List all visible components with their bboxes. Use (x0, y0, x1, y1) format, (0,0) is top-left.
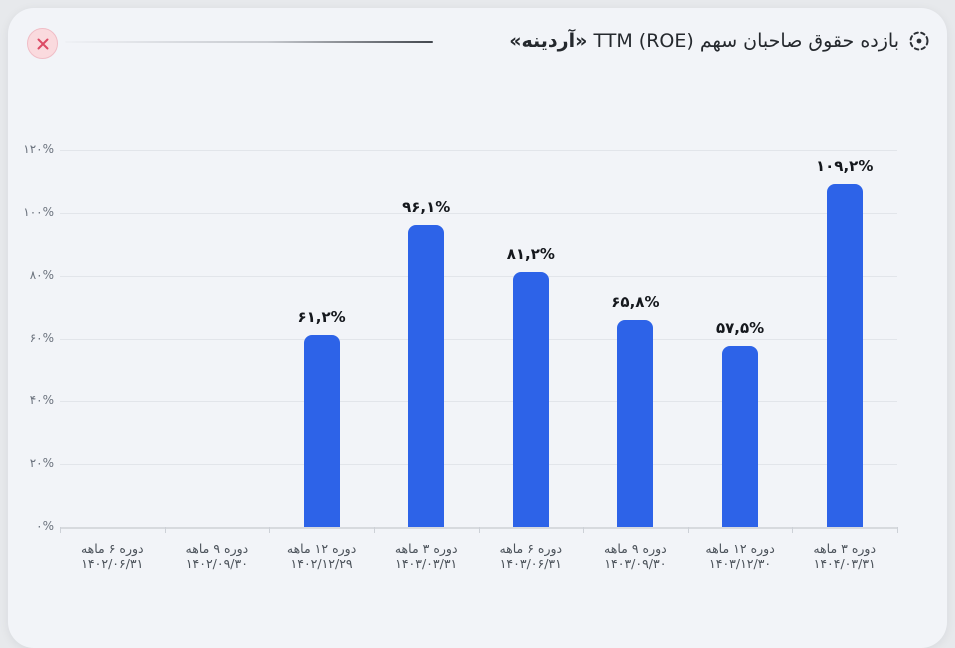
bar-value-label: ۱۰۹,۲% (816, 156, 874, 175)
x-axis-label-period: دوره ۱۲ ماهه (286, 541, 357, 556)
x-axis-label-date: ۱۴۰۳/۱۲/۳۰ (709, 556, 772, 571)
x-axis-tick (60, 527, 61, 533)
x-axis-label: دوره ۶ ماهه ۱۴۰۳/۰۶/۳۱ (478, 541, 584, 571)
y-grid-line (60, 338, 897, 340)
x-axis-label: دوره ۹ ماهه ۱۴۰۲/۰۹/۳۰ (164, 541, 270, 571)
chart-title: بازده حقوق صاحبان سهم TTM (ROE) «آردینه» (509, 30, 899, 52)
x-axis-tick (897, 527, 898, 533)
x-axis-label-date: ۱۴۰۲/۰۹/۳۰ (185, 556, 248, 571)
bar-value-label: ۹۶,۱% (402, 198, 451, 217)
x-axis-label-date: ۱۴۰۲/۰۶/۳۱ (81, 556, 144, 571)
y-grid-line (60, 275, 897, 277)
bar[interactable] (303, 334, 340, 527)
x-axis-tick (269, 527, 271, 533)
x-axis-tick (478, 527, 480, 533)
bar-value-label: ۶۱,۲% (297, 307, 346, 326)
x-axis-label-period: دوره ۹ ماهه (604, 541, 667, 556)
y-axis-label: ۲۰% (29, 456, 54, 471)
roe-bar-chart: ۰% ۲۰% ۴۰% ۶۰% ۸۰% ۱۰۰% ۱۲۰% دوره ۶ ماهه ۱۴۰۲/۰۶… (8, 8, 947, 648)
y-grid-line (60, 401, 897, 403)
header-separator (65, 41, 433, 43)
y-grid-line (60, 464, 897, 466)
close-icon (36, 37, 50, 51)
x-axis-label-date: ۱۴۰۲/۱۲/۲۹ (290, 556, 353, 571)
x-axis-tick (687, 527, 689, 533)
bar[interactable] (512, 271, 549, 527)
y-axis-label: ۱۰۰% (23, 204, 54, 219)
x-axis-label-date: ۱۴۰۴/۰۳/۳۱ (813, 556, 876, 571)
x-axis-label: دوره ۳ ماهه ۱۴۰۳/۰۳/۳۱ (373, 541, 479, 571)
bar-value-label: ۶۵,۸% (611, 293, 660, 312)
y-axis-label: ۸۰% (29, 267, 54, 282)
x-axis-label: دوره ۶ ماهه ۱۴۰۲/۰۶/۳۱ (59, 541, 165, 571)
x-axis-label-period: دوره ۳ ماهه (394, 541, 458, 556)
bar[interactable] (722, 346, 759, 527)
x-axis-label-period: دوره ۶ ماهه (80, 541, 144, 556)
x-axis-label-period: دوره ۹ ماهه (185, 541, 249, 556)
x-axis-label-period: دوره ۱۲ ماهه (705, 541, 775, 556)
y-grid-line (60, 150, 897, 151)
close-button[interactable] (27, 28, 58, 59)
x-axis-label: دوره ۳ ماهه ۱۴۰۴/۰۳/۳۱ (792, 541, 898, 571)
x-axis-label-date: ۱۴۰۳/۰۳/۳۱ (395, 556, 458, 571)
x-axis-tick (583, 527, 585, 533)
x-axis-label: دوره ۹ ماهه ۱۴۰۳/۰۹/۳۰ (582, 541, 688, 571)
x-axis-tick (373, 527, 375, 533)
x-axis-label-period: دوره ۶ ماهه (499, 541, 563, 556)
y-axis-label: ۰% (36, 519, 54, 533)
x-axis-label-date: ۱۴۰۳/۰۶/۳۱ (499, 556, 562, 571)
y-axis-label: ۱۲۰% (23, 142, 54, 156)
chart-header: بازده حقوق صاحبان سهم TTM (ROE) «آردینه» (509, 28, 930, 54)
y-axis-label: ۶۰% (29, 330, 54, 345)
chart-card: بازده حقوق صاحبان سهم TTM (ROE) «آردینه»… (8, 8, 947, 648)
bar-value-label: ۸۱,۲% (506, 244, 555, 263)
x-axis-tick (792, 527, 794, 533)
x-axis-label: دوره ۱۲ ماهه ۱۴۰۲/۱۲/۲۹ (269, 541, 375, 571)
x-axis-tick (164, 527, 166, 533)
chart-title-main: بازده حقوق صاحبان سهم TTM (ROE) (593, 30, 899, 52)
bar[interactable] (826, 183, 863, 527)
bar-value-label: ۵۷,۵% (715, 319, 765, 338)
x-axis-label-date: ۱۴۰۳/۰۹/۳۰ (604, 556, 667, 571)
y-grid-line (60, 212, 897, 214)
dashed-circle-dot-icon (908, 30, 930, 52)
chart-title-symbol: «آردینه» (509, 30, 588, 52)
x-axis-label: دوره ۱۲ ماهه ۱۴۰۳/۱۲/۳۰ (687, 541, 793, 571)
y-axis-label: ۴۰% (29, 393, 54, 408)
x-axis-label-period: دوره ۳ ماهه (813, 541, 877, 556)
bar[interactable] (617, 320, 654, 527)
bar[interactable] (408, 225, 445, 527)
